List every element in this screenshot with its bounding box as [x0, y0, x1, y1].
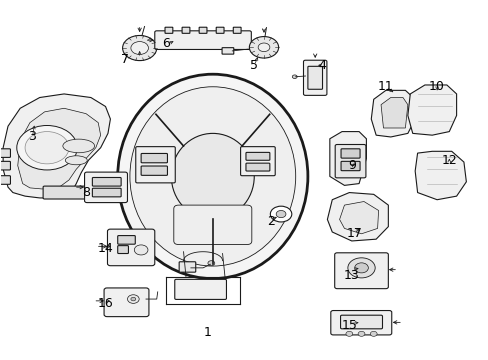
FancyBboxPatch shape	[240, 147, 275, 176]
Circle shape	[134, 245, 148, 255]
FancyBboxPatch shape	[340, 149, 359, 158]
FancyBboxPatch shape	[330, 311, 391, 335]
FancyBboxPatch shape	[118, 235, 135, 244]
Text: 9: 9	[347, 159, 355, 172]
Text: 7: 7	[121, 53, 129, 66]
FancyBboxPatch shape	[233, 27, 241, 33]
Ellipse shape	[63, 139, 94, 153]
FancyBboxPatch shape	[141, 153, 167, 163]
Text: 1: 1	[203, 326, 211, 339]
Polygon shape	[3, 94, 110, 198]
Text: 5: 5	[250, 59, 258, 72]
FancyBboxPatch shape	[0, 176, 10, 184]
Circle shape	[207, 261, 214, 266]
FancyBboxPatch shape	[0, 149, 10, 157]
Circle shape	[347, 258, 374, 278]
Text: 8: 8	[82, 186, 90, 199]
Text: 12: 12	[441, 154, 456, 167]
FancyBboxPatch shape	[141, 166, 167, 175]
Text: 14: 14	[98, 242, 113, 255]
Circle shape	[357, 331, 364, 336]
Text: 6: 6	[162, 37, 170, 50]
Circle shape	[292, 75, 297, 78]
Polygon shape	[407, 85, 456, 135]
Text: 15: 15	[341, 319, 357, 332]
FancyBboxPatch shape	[245, 163, 269, 171]
Circle shape	[249, 37, 278, 58]
Text: 17: 17	[346, 227, 362, 240]
FancyBboxPatch shape	[0, 161, 10, 170]
Circle shape	[17, 126, 77, 170]
Circle shape	[354, 263, 367, 273]
Polygon shape	[327, 193, 387, 241]
FancyBboxPatch shape	[84, 172, 127, 203]
FancyBboxPatch shape	[174, 279, 226, 300]
Ellipse shape	[65, 156, 87, 165]
Text: 3: 3	[28, 130, 36, 144]
Polygon shape	[339, 202, 378, 234]
Circle shape	[369, 331, 376, 336]
Circle shape	[258, 43, 269, 51]
Text: 2: 2	[267, 215, 275, 228]
Circle shape	[131, 297, 136, 301]
Ellipse shape	[130, 87, 295, 266]
FancyBboxPatch shape	[164, 27, 172, 33]
FancyBboxPatch shape	[107, 229, 155, 266]
Polygon shape	[380, 98, 407, 128]
Ellipse shape	[171, 134, 254, 220]
FancyBboxPatch shape	[245, 152, 269, 160]
Text: 13: 13	[343, 269, 359, 282]
FancyBboxPatch shape	[216, 27, 224, 33]
Circle shape	[270, 206, 291, 222]
FancyBboxPatch shape	[199, 27, 206, 33]
FancyBboxPatch shape	[92, 188, 121, 197]
Polygon shape	[329, 132, 366, 185]
Circle shape	[127, 295, 139, 303]
FancyBboxPatch shape	[92, 177, 121, 186]
Polygon shape	[414, 151, 466, 200]
Text: 4: 4	[318, 59, 326, 72]
FancyBboxPatch shape	[340, 315, 382, 329]
Circle shape	[25, 132, 69, 164]
FancyBboxPatch shape	[307, 66, 322, 89]
FancyBboxPatch shape	[222, 48, 233, 54]
FancyBboxPatch shape	[334, 144, 365, 178]
FancyBboxPatch shape	[182, 27, 189, 33]
Text: 16: 16	[98, 297, 113, 310]
Circle shape	[131, 41, 148, 54]
Circle shape	[276, 211, 285, 218]
FancyBboxPatch shape	[340, 161, 359, 171]
FancyBboxPatch shape	[43, 186, 85, 199]
FancyBboxPatch shape	[155, 31, 251, 49]
FancyBboxPatch shape	[303, 60, 326, 95]
Polygon shape	[370, 90, 414, 137]
Circle shape	[122, 36, 157, 60]
FancyBboxPatch shape	[334, 253, 387, 289]
Polygon shape	[18, 108, 101, 189]
Ellipse shape	[118, 74, 307, 279]
FancyBboxPatch shape	[104, 288, 149, 317]
FancyBboxPatch shape	[173, 205, 251, 244]
FancyBboxPatch shape	[118, 246, 128, 253]
Text: 10: 10	[428, 80, 444, 93]
Text: 11: 11	[377, 80, 393, 93]
FancyBboxPatch shape	[179, 262, 195, 272]
FancyBboxPatch shape	[136, 147, 175, 183]
Circle shape	[345, 331, 352, 336]
